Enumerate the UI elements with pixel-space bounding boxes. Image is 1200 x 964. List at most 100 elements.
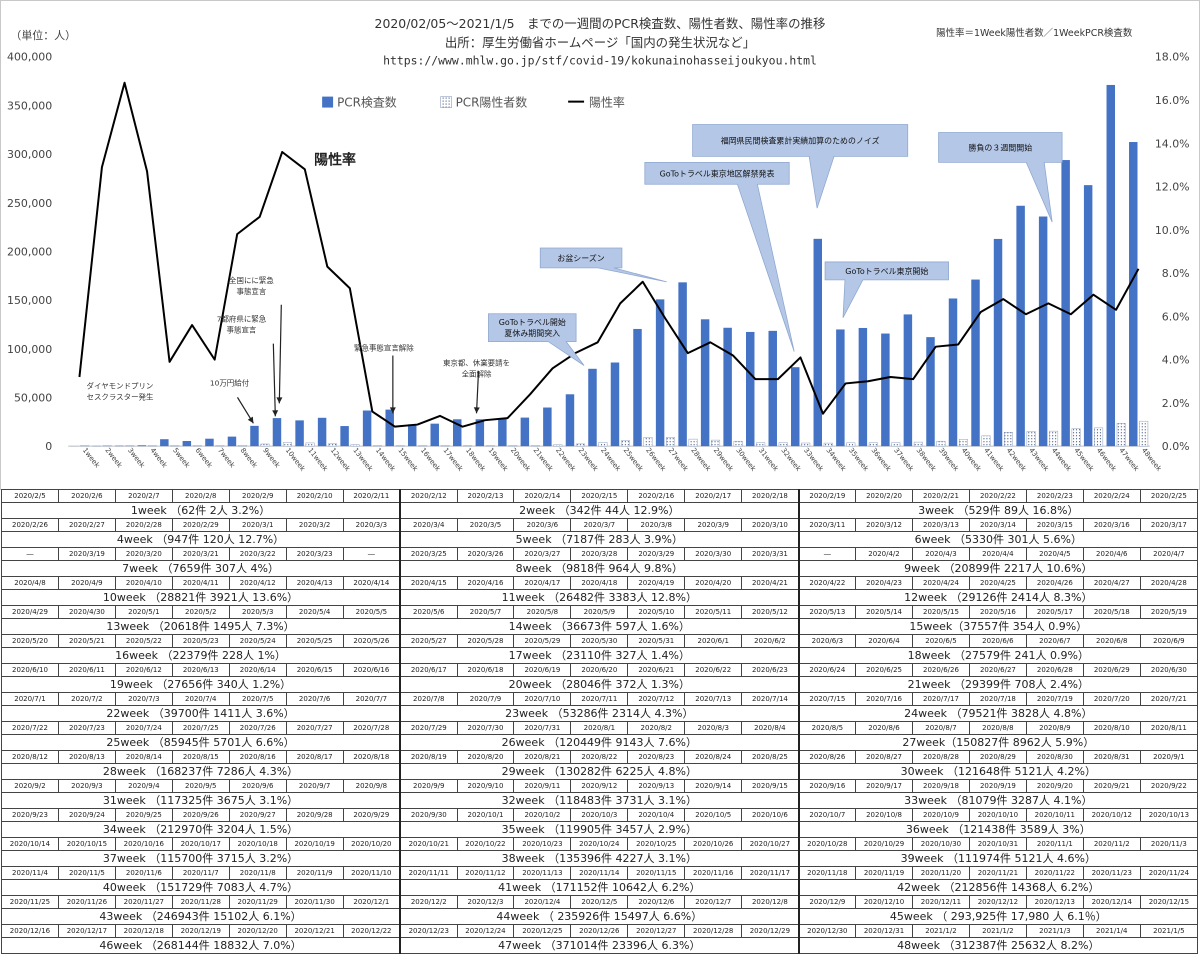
pcr-bar — [610, 362, 620, 447]
date-cell: 2020/10/24 — [570, 837, 629, 851]
positive-bar — [395, 445, 405, 447]
week-summary-cell: 29week （130282件 6225人 4.8%） — [399, 763, 800, 780]
chart-title-line-3: https://www.mhlw.go.jp/stf/covid-19/koku… — [383, 54, 817, 68]
positive-bar — [981, 435, 991, 447]
date-cell: 2020/11/22 — [1025, 866, 1084, 880]
date-cell: 2020/3/21 — [171, 547, 230, 561]
date-cell: 2020/5/2 — [171, 605, 230, 619]
annotation-text: 東京都、休業要請を — [443, 358, 510, 368]
date-cell: 2020/8/7 — [912, 721, 970, 735]
date-cell: 2020/5/19 — [1139, 605, 1199, 619]
date-cell: 2020/7/3 — [114, 692, 173, 706]
positive-bar — [868, 442, 878, 447]
date-cell: 2020/8/11 — [1139, 721, 1199, 735]
date-cell: 2020/10/3 — [570, 808, 629, 822]
positive-bar — [1003, 431, 1013, 447]
date-cell: 2020/8/13 — [57, 750, 116, 764]
date-cell: 2020/5/9 — [570, 605, 629, 619]
date-cell: 2020/9/30 — [399, 808, 458, 822]
y-tick-right: 10.0% — [1155, 224, 1190, 237]
date-cell: 2020/7/26 — [228, 721, 287, 735]
table-date-row: 2020/2/26 2020/2/27 2020/2/28 2020/2/29 2020… — [1, 518, 1199, 532]
annotation-text: セスクラスター発生 — [86, 391, 153, 401]
date-cell: 2020/3/31 — [741, 547, 800, 561]
week-summary-cell: 48week （312387件 25632人 8.2%） — [797, 937, 1198, 954]
positive-bar — [1139, 420, 1149, 447]
date-cell: 2020/2/20 — [855, 489, 913, 503]
pcr-bar — [836, 329, 845, 447]
date-cell: 2020/6/11 — [57, 663, 116, 677]
table-date-row: 2020/11/4 2020/11/5 2020/11/6 2020/11/7 2020… — [1, 866, 1199, 880]
pcr-bar — [1083, 185, 1093, 447]
date-cell: 2020/6/29 — [1082, 663, 1141, 677]
week-summary-cell: 46week （268144件 18832人 7.0%） — [1, 937, 401, 954]
pcr-bar — [858, 327, 868, 447]
date-cell: 2020/7/25 — [171, 721, 230, 735]
date-cell: 2020/9/23 — [1, 808, 59, 822]
date-cell: 2020/7/27 — [285, 721, 344, 735]
date-cell: 2020/4/25 — [968, 576, 1027, 590]
annotation-text: 7都府県に緊急 — [217, 314, 267, 324]
date-cell: 2020/11/17 — [741, 866, 800, 880]
chart-title-line-2: 出所：厚生労働省ホームページ「国内の発生状況など」 — [445, 35, 755, 50]
date-cell: 2020/6/27 — [968, 663, 1027, 677]
positive-bar — [1094, 427, 1104, 447]
date-cell: 2020/5/30 — [570, 634, 629, 648]
date-cell: 2020/8/23 — [627, 750, 686, 764]
date-cell: 2020/5/28 — [456, 634, 515, 648]
date-cell: 2020/6/7 — [1025, 634, 1084, 648]
date-cell: 2021/1/2 — [912, 924, 970, 938]
date-cell: 2020/9/11 — [513, 779, 572, 793]
callout: 勝負の３週間開始 — [938, 132, 1063, 223]
positive-bar — [418, 445, 428, 447]
date-cell: 2020/8/1 — [570, 721, 629, 735]
x-tick-label: 43week — [1027, 446, 1051, 473]
positive-bar — [801, 442, 811, 447]
pcr-bar — [746, 331, 755, 447]
x-tick-label: 42week — [1005, 446, 1029, 473]
positive-bar — [147, 445, 157, 447]
y-tick-left: 0 — [45, 440, 52, 453]
pcr-bar — [588, 368, 597, 447]
rate-line — [78, 81, 1140, 428]
week-summary-cell: 28week （168237件 7286人 4.3%） — [1, 763, 401, 780]
date-cell: ― — [342, 547, 401, 561]
date-cell: 2020/7/21 — [1139, 692, 1199, 706]
date-cell: 2020/6/30 — [1139, 663, 1199, 677]
date-cell: 2020/10/6 — [741, 808, 800, 822]
date-cell: 2020/9/27 — [228, 808, 287, 822]
date-cell: 2020/3/9 — [684, 518, 743, 532]
date-cell: 2020/12/4 — [513, 895, 572, 909]
date-cell: 2020/10/2 — [513, 808, 572, 822]
date-cell: 2020/5/10 — [627, 605, 686, 619]
date-cell: 2020/5/31 — [627, 634, 686, 648]
positive-bar — [778, 442, 788, 447]
x-tick-label: 16week — [419, 446, 443, 473]
table-date-row: 2020/2/5 2020/2/6 2020/2/7 2020/2/8 2020/2/9… — [1, 489, 1199, 503]
x-tick-label: 40week — [960, 446, 984, 473]
positive-bar — [1026, 431, 1036, 447]
date-cell: 2020/10/14 — [1, 837, 59, 851]
positive-bar — [282, 442, 292, 447]
date-cell: 2020/10/27 — [741, 837, 800, 851]
date-cell: 2020/12/8 — [741, 895, 800, 909]
pcr-bar — [453, 419, 462, 447]
week-summary-cell: 3week （529件 89人 16.8%） — [797, 502, 1198, 519]
date-cell: 2020/9/18 — [912, 779, 970, 793]
date-cell: ― — [1, 547, 59, 561]
positive-bar — [891, 442, 901, 447]
x-tick-label: 28week — [689, 446, 713, 473]
date-cell: 2020/5/15 — [912, 605, 970, 619]
date-cell: 2020/12/28 — [684, 924, 743, 938]
date-cell: 2020/10/28 — [797, 837, 857, 851]
date-cell: 2020/9/20 — [1025, 779, 1084, 793]
table-week-row: 1week （62件 2人 3.2%） 2week （342件 44人 12.9%… — [1, 502, 1198, 519]
date-cell: 2020/5/4 — [285, 605, 344, 619]
date-cell: 2020/5/25 — [285, 634, 344, 648]
date-cell: 2020/8/19 — [399, 750, 458, 764]
date-cell: 2020/8/25 — [741, 750, 800, 764]
date-cell: 2020/3/10 — [741, 518, 800, 532]
table-week-row: 28week （168237件 7286人 4.3%） 29week （13028… — [1, 763, 1198, 780]
week-summary-cell: 19week （27656件 340人 1.2%） — [1, 676, 401, 693]
